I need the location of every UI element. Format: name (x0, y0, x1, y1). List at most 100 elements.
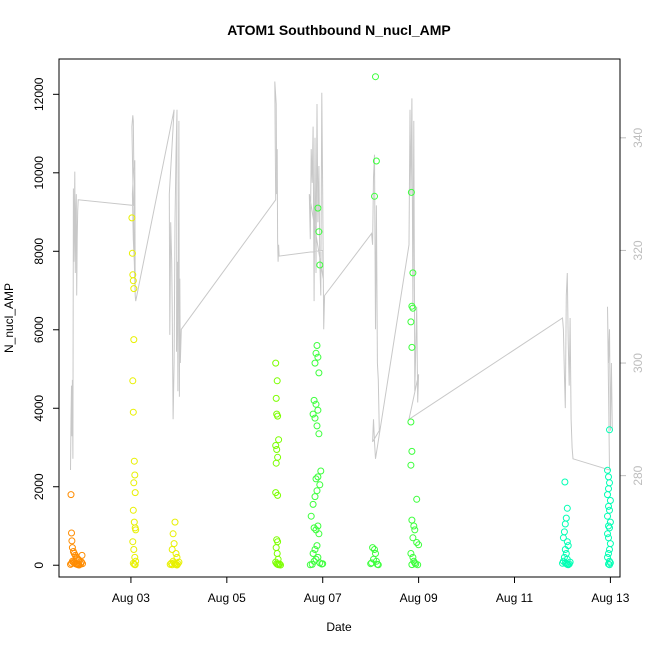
data-point (128, 249, 136, 257)
data-point (606, 497, 614, 504)
data-point (168, 561, 176, 569)
data-point (272, 359, 280, 367)
data-point (306, 561, 314, 569)
data-point (172, 550, 180, 557)
data-point (604, 512, 611, 520)
data-point (563, 504, 571, 512)
data-point (315, 369, 323, 377)
data-point (313, 487, 321, 495)
data-point (131, 489, 139, 497)
data-point (409, 269, 417, 277)
data-point (413, 539, 421, 546)
data-point (411, 526, 419, 534)
data-point (312, 555, 320, 563)
data-point (313, 542, 321, 550)
data-point (407, 461, 415, 469)
data-point (606, 426, 613, 434)
y2-tick-label: 300 (631, 353, 645, 373)
data-point (312, 475, 320, 483)
data-point (605, 473, 612, 481)
data-point (561, 546, 569, 553)
data-point (67, 491, 75, 499)
data-point (129, 506, 137, 514)
data-point (67, 560, 74, 568)
data-point (129, 277, 137, 285)
data-point (606, 479, 613, 487)
data-point (168, 546, 176, 553)
data-point (316, 481, 324, 489)
data-point (563, 538, 571, 546)
data-point (309, 550, 317, 557)
data-point (273, 377, 281, 385)
data-point (415, 541, 423, 549)
data-point (371, 192, 378, 200)
data-point (606, 561, 613, 569)
data-point (68, 537, 76, 545)
data-point (314, 406, 322, 414)
x-tick-label: Aug 13 (591, 591, 629, 605)
data-point (311, 414, 319, 422)
y-axis-label: N_nucl_AMP (2, 283, 16, 353)
data-point (129, 559, 137, 567)
data-point (605, 534, 612, 542)
data-point (414, 561, 422, 569)
gray-series-line (70, 81, 613, 471)
data-point (604, 553, 611, 561)
data-point (273, 446, 281, 453)
data-point (407, 418, 415, 426)
data-point (407, 188, 415, 196)
data-point (314, 522, 322, 530)
data-point (78, 551, 86, 559)
data-point (560, 528, 568, 536)
data-point (309, 410, 317, 418)
data-point (132, 526, 140, 534)
data-point (410, 522, 418, 530)
data-point (407, 318, 415, 326)
data-point (606, 506, 613, 514)
data-point (372, 157, 380, 165)
plot-frame (58, 58, 621, 578)
data-point (130, 457, 138, 465)
data-point (369, 544, 377, 552)
y-tick-label: 0 (32, 562, 46, 569)
axes-layer: Aug 03 Aug 05 Aug 07 Aug 09 Aug 11 Aug 13 0 200… (32, 77, 645, 605)
data-point (315, 430, 323, 438)
data-point (566, 558, 574, 566)
data-point (374, 561, 382, 569)
data-point (131, 471, 139, 479)
data-point (314, 473, 322, 481)
data-point (408, 343, 416, 351)
data-point (167, 559, 175, 567)
data-point (371, 546, 378, 553)
data-point (605, 502, 612, 510)
data-point (129, 377, 137, 385)
data-point (409, 534, 417, 542)
data-point (272, 544, 280, 552)
data-point (274, 491, 282, 499)
data-point (562, 514, 570, 522)
data-point (130, 518, 138, 526)
data-point (559, 534, 567, 542)
y-tick-label: 6000 (32, 316, 46, 343)
data-point (277, 561, 284, 569)
data-point (313, 342, 321, 349)
data-point (169, 530, 177, 538)
data-point (276, 560, 284, 568)
data-point (79, 560, 86, 568)
data-point (606, 540, 614, 548)
data-point (68, 529, 75, 537)
data-point (561, 478, 569, 486)
data-point (408, 516, 416, 524)
data-point (311, 546, 319, 553)
y-tick-label: 4000 (32, 395, 46, 422)
data-point (367, 560, 375, 568)
data-point (408, 447, 416, 455)
data-point (561, 520, 569, 528)
data-point (131, 561, 139, 569)
data-point (272, 394, 280, 402)
chart-title: ATOM1 Southbound N_nucl_AMP (227, 22, 450, 38)
x-tick-label: Aug 09 (400, 591, 438, 605)
data-point (604, 530, 611, 538)
data-point (314, 353, 322, 361)
